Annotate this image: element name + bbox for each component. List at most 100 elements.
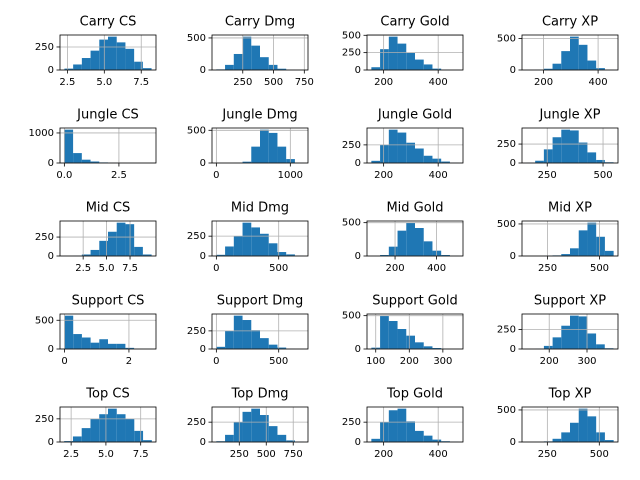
histogram-bar xyxy=(134,430,144,442)
axes-frame xyxy=(366,127,464,164)
histogram-bar xyxy=(397,329,407,349)
histogram-bar xyxy=(268,132,278,163)
histogram-bar xyxy=(570,130,579,163)
x-tick-label: 500 xyxy=(590,449,609,460)
histogram-bar xyxy=(423,155,433,163)
x-tick-label: 300 xyxy=(577,356,596,367)
histogram-bar xyxy=(99,414,108,442)
y-tick-label: 0 xyxy=(200,437,206,448)
histogram-bar xyxy=(268,426,278,442)
y-tick-label: 250 xyxy=(187,417,206,428)
x-tick-label: 500 xyxy=(269,356,288,367)
subplot-title: Top XP xyxy=(548,387,592,402)
histogram-bar xyxy=(242,320,252,349)
subplot-title: Mid Gold xyxy=(386,201,443,216)
histogram-bar xyxy=(423,346,433,349)
axes-frame xyxy=(59,127,157,164)
histogram-bar xyxy=(406,421,415,442)
axes-frame xyxy=(521,34,619,71)
y-tick-label: 0 xyxy=(355,251,361,262)
histogram-bar xyxy=(552,438,562,442)
histogram-bar xyxy=(64,129,74,163)
subplot-title: Mid CS xyxy=(86,201,131,216)
histogram-bar xyxy=(388,246,398,256)
y-tick-label: 1000 xyxy=(29,128,54,139)
histogram-bar xyxy=(108,343,117,349)
histogram-bar xyxy=(73,153,82,163)
histogram-bar xyxy=(578,142,588,163)
y-tick-label: 0 xyxy=(355,158,361,169)
subplot: 0 2 0 500 Support CS xyxy=(35,294,157,367)
subplot: 200 400 0 500 Mid Gold xyxy=(342,201,464,274)
histogram-bar xyxy=(260,338,269,349)
histogram-bar xyxy=(125,418,135,442)
histogram-bar xyxy=(432,439,442,442)
x-tick-label: 100 xyxy=(366,356,385,367)
subplot: 250 500 0 250 Jungle XP xyxy=(497,108,619,181)
axes-frame xyxy=(211,220,309,257)
histogram-bar xyxy=(64,315,74,349)
axes-frame xyxy=(59,34,157,71)
histogram-bar xyxy=(604,440,614,442)
histogram-bar xyxy=(570,315,579,349)
subplot-title: Support CS xyxy=(72,294,145,309)
axes-frame xyxy=(366,313,464,350)
x-tick-label: 5.0 xyxy=(99,263,115,274)
histogram-bar xyxy=(432,348,442,349)
x-tick-label: 250 xyxy=(538,170,557,181)
histogram-bar xyxy=(604,250,614,256)
histogram-bar xyxy=(388,36,398,70)
histogram-bar xyxy=(277,146,287,163)
x-tick-label: 500 xyxy=(269,263,288,274)
histogram-bar xyxy=(260,233,269,256)
subplot: 0.0 2.5 0 1000 Jungle CS xyxy=(29,108,157,181)
subplot-title: Support Dmg xyxy=(217,294,303,309)
histogram-bar xyxy=(134,246,143,256)
histogram-bar xyxy=(578,316,588,349)
y-tick-label: 0 xyxy=(48,251,54,262)
subplot-title: Support Gold xyxy=(372,294,457,309)
y-tick-label: 500 xyxy=(187,125,206,136)
histogram-bar xyxy=(242,411,252,442)
histogram-bar xyxy=(108,231,117,256)
x-tick-label: 200 xyxy=(540,356,559,367)
subplot-title: Jungle Dmg xyxy=(221,108,297,123)
histogram-bar xyxy=(242,36,252,70)
histogram-bar xyxy=(535,160,544,163)
subplot-title: Top CS xyxy=(85,387,129,402)
subplot: 2.5 5.0 7.5 0 250 Carry CS xyxy=(35,15,157,88)
histogram-bar xyxy=(268,64,278,70)
histogram-bar xyxy=(116,343,126,349)
y-tick-label: 0 xyxy=(510,344,516,355)
subplot-title: Top Gold xyxy=(386,387,443,402)
histogram-bar xyxy=(251,146,260,163)
histogram-bar xyxy=(397,408,407,442)
y-tick-label: 0 xyxy=(200,344,206,355)
histogram-bar xyxy=(561,325,570,349)
subplot: 200 400 0 250 Jungle Gold xyxy=(342,108,464,181)
histogram-bar xyxy=(543,68,553,70)
histogram-bar xyxy=(116,42,126,70)
x-tick-label: 400 xyxy=(427,263,446,274)
histogram-bar xyxy=(423,64,433,70)
histogram-bar xyxy=(371,438,381,442)
histogram-bar xyxy=(251,227,260,256)
histogram-bar xyxy=(143,440,152,442)
histogram-bar xyxy=(423,241,433,256)
y-tick-label: 500 xyxy=(342,311,361,322)
histogram-bar xyxy=(380,144,389,163)
histogram-bar xyxy=(277,347,287,349)
histogram-bar xyxy=(561,51,570,70)
subplot: 0 1000 0 500 Jungle Dmg xyxy=(187,108,309,181)
y-tick-label: 250 xyxy=(342,140,361,151)
histogram-bar xyxy=(64,68,74,70)
subplot: 0 500 0 250 Support Dmg xyxy=(187,294,309,367)
histogram-bar xyxy=(388,129,398,163)
y-tick-label: 250 xyxy=(342,48,361,59)
y-tick-label: 0 xyxy=(510,437,516,448)
x-tick-label: 200 xyxy=(400,356,419,367)
y-tick-label: 500 xyxy=(497,405,516,416)
histogram-bar xyxy=(388,321,398,349)
x-tick-label: 7.5 xyxy=(122,263,138,274)
